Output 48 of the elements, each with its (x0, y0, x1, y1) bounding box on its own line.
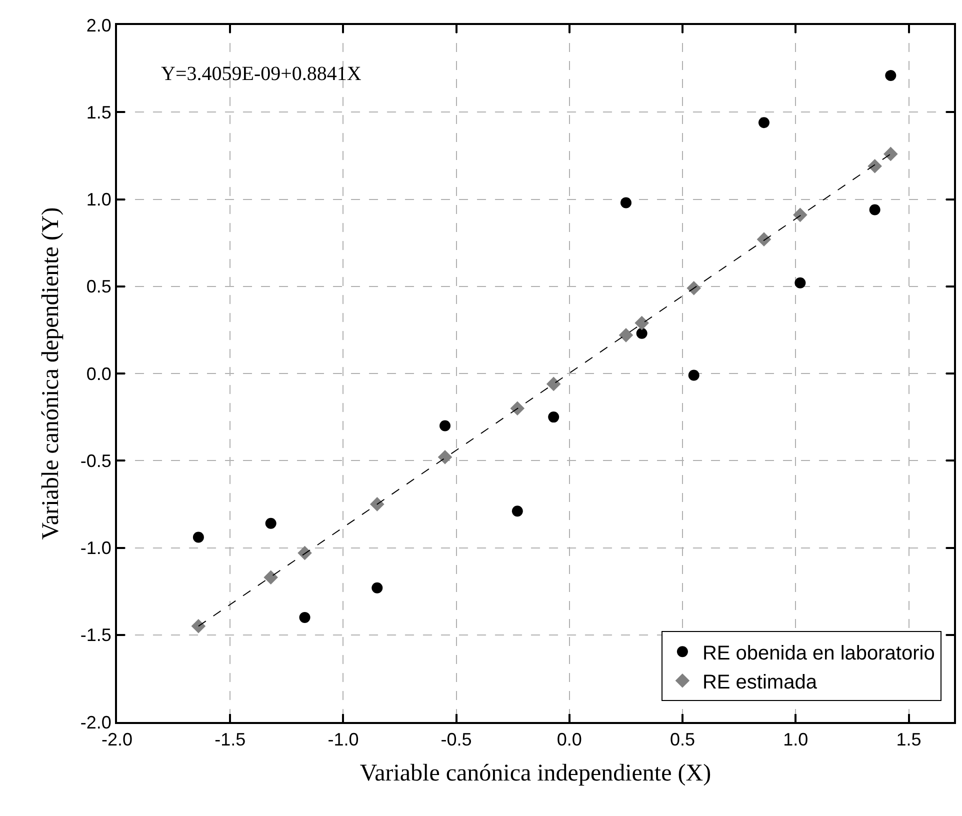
y-tick-label: -0.5 (80, 450, 112, 471)
x-tick-label: 1.5 (896, 730, 922, 750)
point (618, 328, 634, 342)
point (512, 506, 523, 517)
point (548, 412, 560, 423)
point (620, 197, 632, 208)
y-tick-label: 2.0 (86, 15, 112, 36)
x-tick-label: 0.5 (670, 730, 696, 750)
point (634, 316, 649, 330)
x-tick-label: -1.0 (328, 730, 359, 750)
point (758, 117, 770, 128)
point (299, 612, 310, 623)
y-axis-title: Variable canónica dependiente (Y) (38, 207, 64, 540)
point (885, 70, 896, 82)
point (370, 497, 384, 512)
x-tick-label: -1.5 (214, 730, 246, 750)
point (686, 280, 701, 296)
annotation: Y=3.4059E-09+0.8841X (161, 63, 362, 85)
point (191, 619, 206, 634)
x-axis-title: Variable canónica independiente (X) (360, 760, 712, 786)
point (438, 450, 452, 464)
point (440, 420, 451, 432)
x-tick-label: 1.0 (783, 730, 808, 750)
y-tick-label: -2.0 (80, 712, 112, 732)
point (510, 401, 525, 416)
x-tick-label: 0.0 (556, 730, 582, 750)
x-tick-label: -2.0 (101, 730, 133, 750)
y-tick-label: 0.5 (86, 276, 112, 297)
point (264, 570, 278, 585)
point (793, 208, 808, 222)
legend-label: RE estimada (702, 671, 818, 694)
y-tick-label: -1.0 (80, 538, 112, 558)
point (688, 370, 700, 381)
point (868, 158, 882, 174)
y-tick-label: 1.0 (86, 190, 112, 210)
y-tick-label: 0.0 (86, 364, 112, 384)
point (636, 328, 648, 339)
x-tick-label: -0.5 (440, 730, 472, 750)
point (546, 376, 561, 392)
point (192, 532, 204, 543)
point (372, 582, 383, 594)
y-tick-label: -1.5 (80, 625, 112, 646)
legend-label: RE obenida en laboratorio (702, 642, 935, 664)
point (794, 277, 806, 288)
point (869, 204, 880, 216)
y-tick-label: 1.5 (86, 102, 112, 122)
point (265, 518, 276, 529)
point (884, 146, 898, 162)
